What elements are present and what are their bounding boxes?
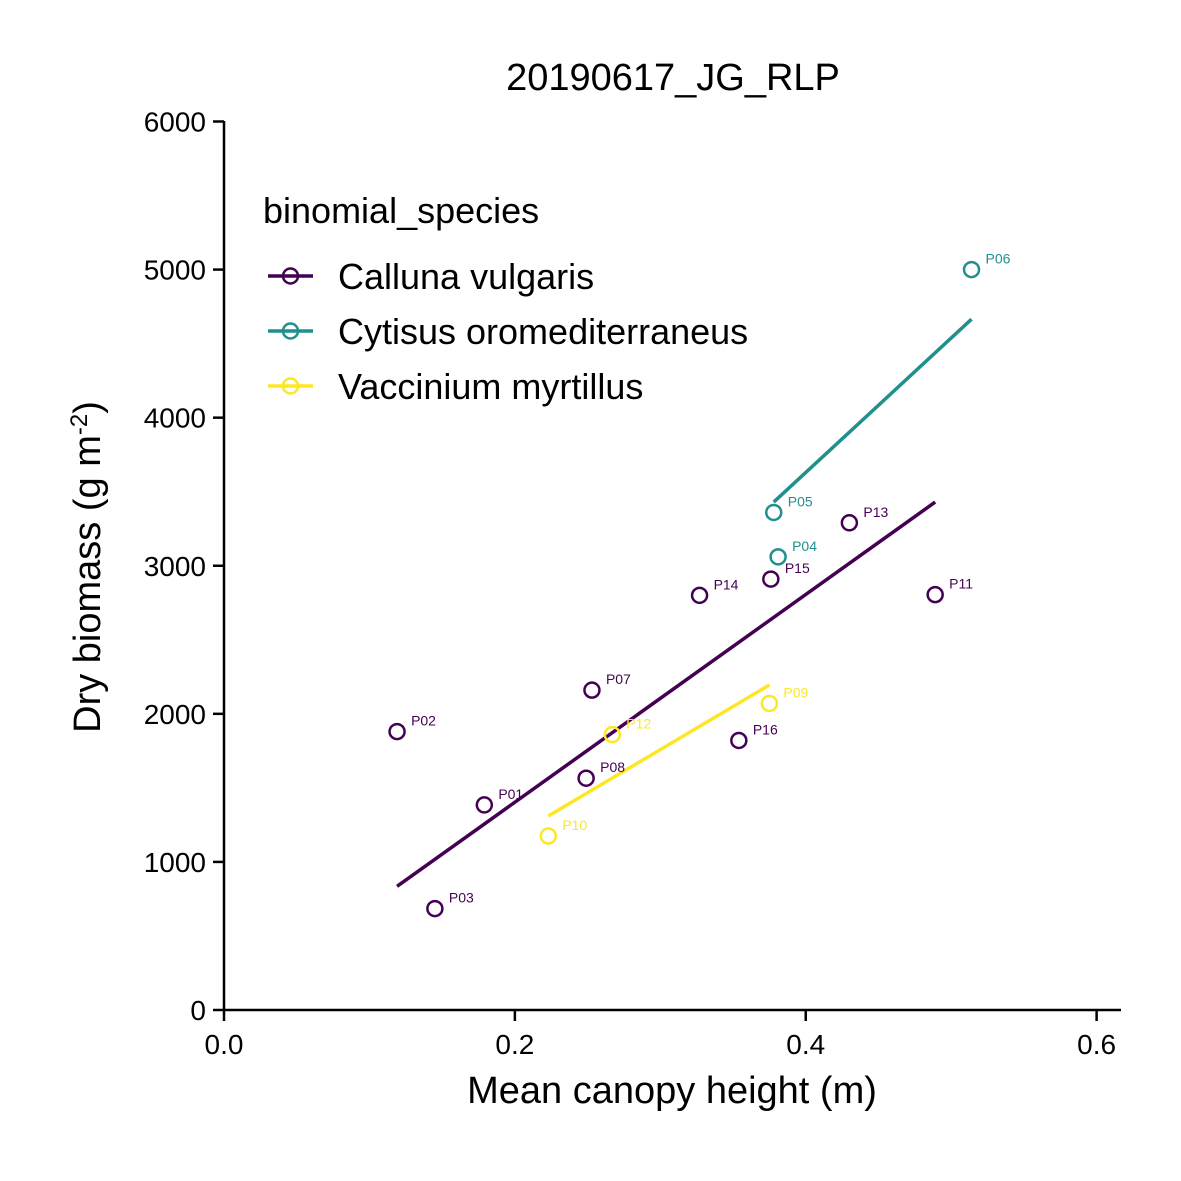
regression-line [547, 683, 771, 818]
legend-key-marker [281, 267, 300, 285]
data-point [426, 899, 444, 918]
point-label: P14 [714, 576, 739, 592]
data-point [962, 260, 981, 279]
data-point [603, 725, 622, 744]
data-points [388, 260, 981, 918]
legend-label: Calluna vulgaris [338, 256, 594, 297]
point-label: P08 [600, 759, 625, 775]
data-point [762, 570, 780, 588]
y-tick-label: 0 [190, 995, 206, 1026]
plot-area: 0.0 0.2 0.4 0.6 0 1000 2000 3000 4000 5000 6000 P… [144, 107, 1121, 1060]
x-axis-ticks: 0.0 0.2 0.4 0.6 [205, 1010, 1116, 1060]
legend-label: Cytisus oromediterraneus [338, 311, 748, 352]
point-label: P13 [863, 504, 888, 520]
y-axis-ticks: 0 1000 2000 3000 4000 5000 6000 [144, 107, 224, 1026]
data-point [475, 796, 494, 814]
point-label: P03 [449, 890, 474, 906]
point-label: P07 [606, 671, 631, 687]
point-label: P05 [788, 493, 813, 509]
point-label: P01 [498, 786, 523, 802]
y-tick-label: 5000 [144, 255, 206, 286]
data-point [539, 827, 558, 845]
x-axis-title: Mean canopy height (m) [467, 1070, 877, 1112]
point-label: P04 [792, 538, 817, 554]
legend-title: binomial_species [263, 190, 539, 231]
legend-label: Vaccinium myrtillus [338, 366, 643, 407]
point-label: P15 [785, 560, 810, 576]
chart-title: 20190617_JG_RLP [506, 57, 840, 99]
y-tick-label: 6000 [144, 107, 206, 138]
point-label: P02 [411, 713, 436, 729]
data-point [840, 514, 859, 532]
data-point [577, 769, 595, 787]
regression-line [772, 317, 973, 504]
point-label: P12 [626, 716, 651, 732]
data-point [730, 731, 748, 750]
legend-key-marker [281, 377, 300, 395]
y-axis-title-close: ) [67, 401, 109, 414]
legend: binomial_species Calluna vulgaris Cytisus… [263, 190, 748, 407]
fit-lines [396, 317, 973, 888]
point-labels: P01 P02 P03 P07 P08 P11 P13 P14 P15 P16 P04 P05 P06 P… [411, 251, 1011, 906]
legend-key-marker [281, 322, 300, 340]
point-label: P10 [562, 817, 587, 833]
legend-items: Calluna vulgaris Cytisus oromediterraneus… [268, 256, 748, 407]
point-label: P16 [753, 721, 778, 737]
y-axis-title-superscript: -2 [66, 414, 93, 435]
data-point [769, 548, 787, 566]
data-point [764, 503, 783, 522]
x-tick-label: 0.4 [786, 1029, 825, 1060]
x-tick-label: 0.6 [1077, 1029, 1116, 1060]
data-point [583, 681, 601, 699]
point-label: P09 [783, 684, 808, 700]
y-tick-label: 1000 [144, 847, 206, 878]
y-tick-label: 3000 [144, 551, 206, 582]
data-point [760, 694, 779, 713]
regression-line [396, 500, 937, 888]
data-point [690, 586, 709, 605]
data-point [926, 585, 944, 604]
x-tick-label: 0.2 [495, 1029, 534, 1060]
y-tick-label: 2000 [144, 699, 206, 730]
y-axis-title-main: Dry biomass (g m [67, 435, 109, 733]
y-axis-title: Dry biomass (g m-2) [66, 401, 109, 733]
data-point [388, 722, 406, 741]
y-tick-label: 4000 [144, 403, 206, 434]
x-tick-label: 0.0 [205, 1029, 244, 1060]
point-label: P06 [986, 251, 1011, 267]
point-label: P11 [949, 576, 973, 592]
